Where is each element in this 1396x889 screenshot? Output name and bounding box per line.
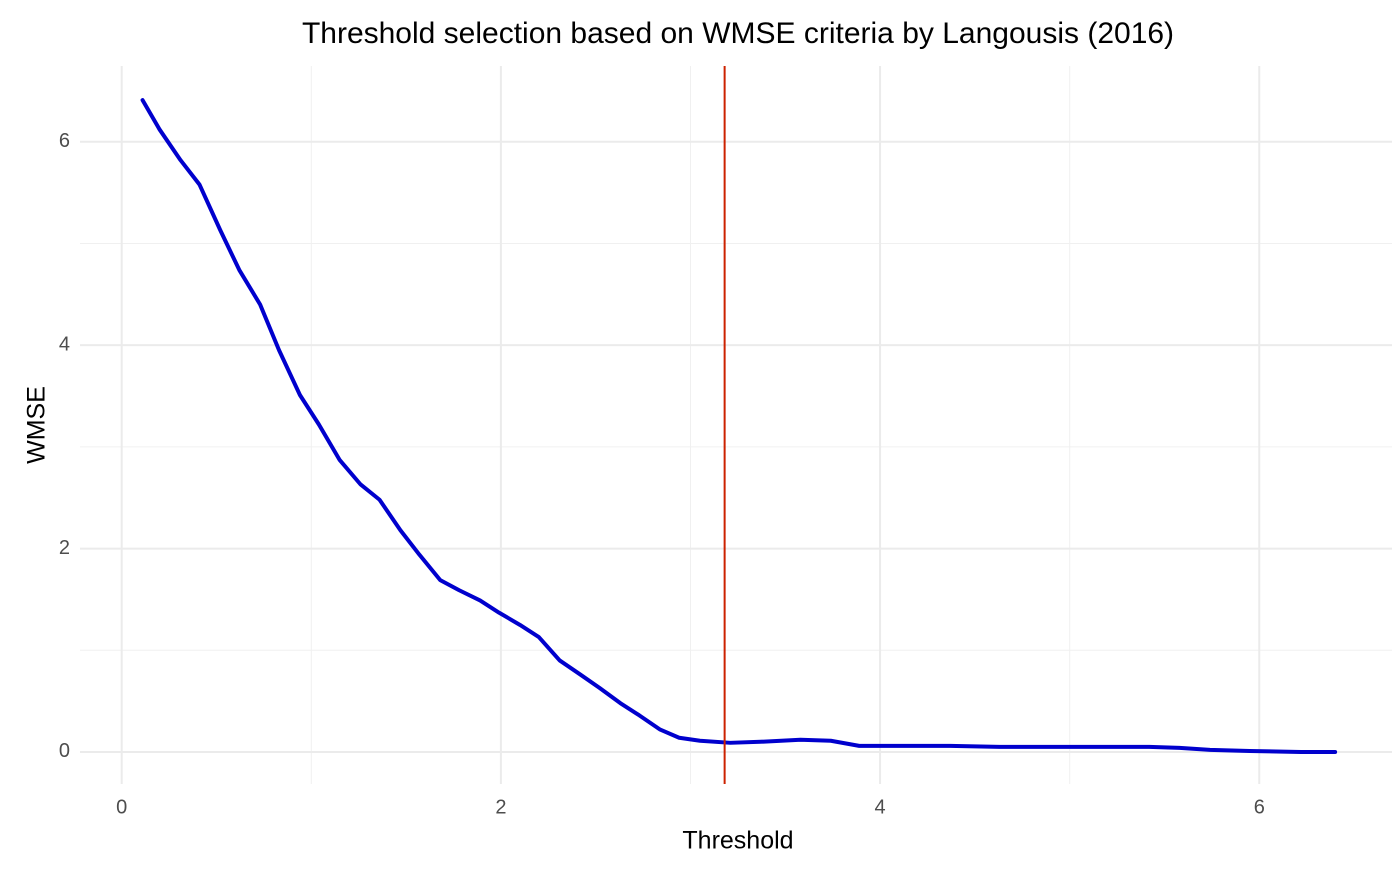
y-tick-label: 4 (59, 333, 70, 355)
x-tick-label: 6 (1254, 796, 1265, 818)
x-axis-label: Threshold (682, 827, 793, 855)
y-tick-label: 0 (59, 740, 70, 762)
data-line (140, 98, 1338, 754)
x-tick-label: 2 (495, 796, 506, 818)
y-axis-label: WMSE (23, 386, 51, 464)
x-tick-label: 4 (875, 796, 886, 818)
y-tick-label: 6 (59, 130, 70, 152)
chart-title: Threshold selection based on WMSE criter… (302, 17, 1174, 50)
y-tick-label: 2 (59, 537, 70, 559)
x-tick-label: 0 (116, 796, 127, 818)
